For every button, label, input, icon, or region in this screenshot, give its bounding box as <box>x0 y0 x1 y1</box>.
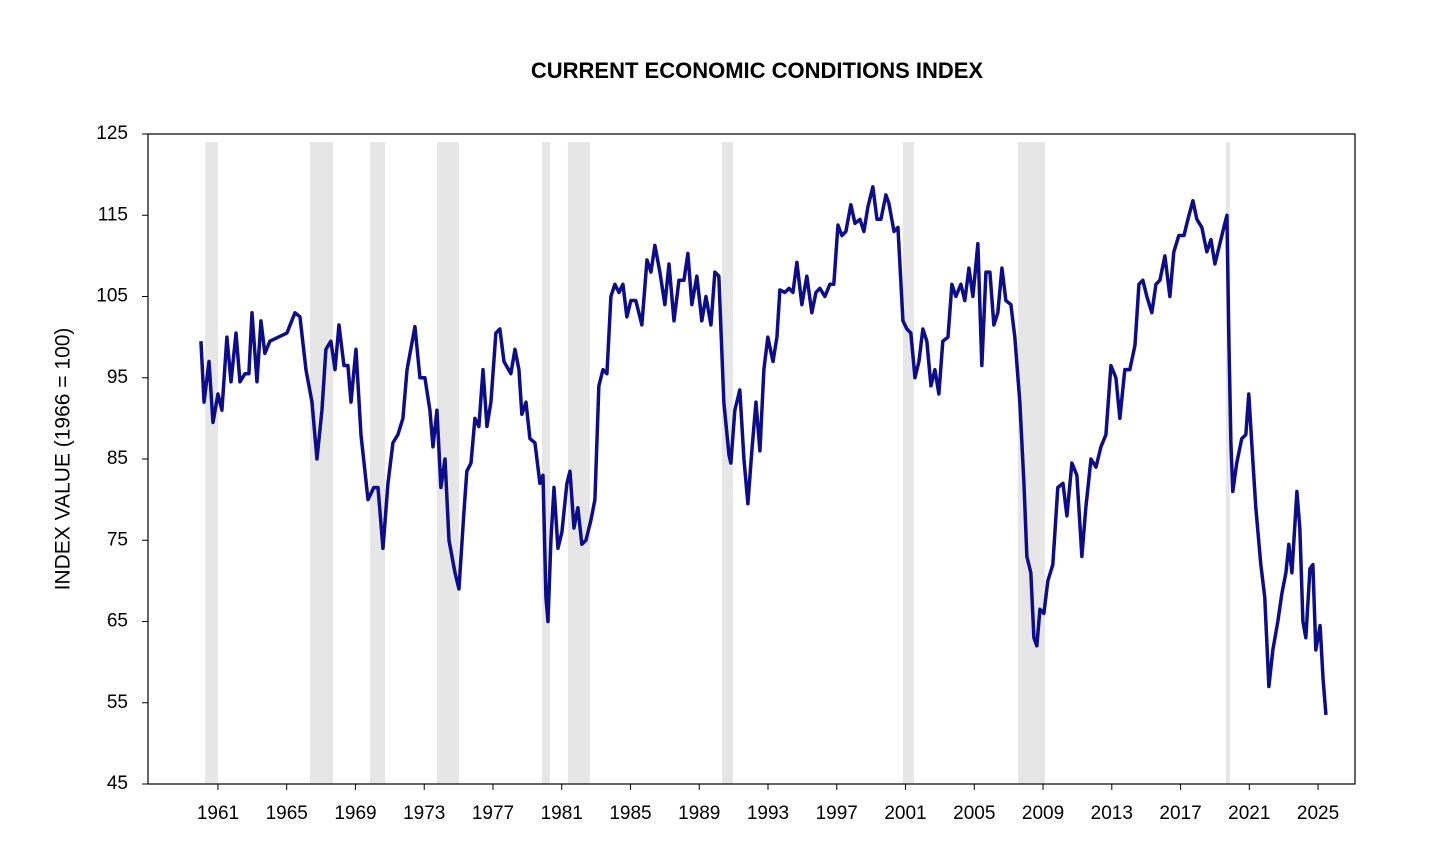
y-tick-label: 125 <box>96 123 128 144</box>
y-tick-label: 115 <box>98 204 128 225</box>
y-tick-label: 45 <box>107 773 128 794</box>
x-tick-label: 2021 <box>1228 803 1270 824</box>
recession-band <box>541 142 551 784</box>
x-tick-label: 2025 <box>1297 803 1339 824</box>
recession-band <box>567 142 590 784</box>
recession-band <box>309 142 333 784</box>
chart-title: CURRENT ECONOMIC CONDITIONS INDEX <box>531 58 984 83</box>
x-tick-label: 2017 <box>1159 803 1201 824</box>
x-tick-label: 1961 <box>197 803 239 824</box>
recession-band <box>721 142 733 784</box>
recession-band <box>1225 142 1230 784</box>
y-axis-label: INDEX VALUE (1966 = 100) <box>52 328 75 591</box>
y-tick-label: 105 <box>96 286 128 307</box>
x-tick-label: 1969 <box>334 803 376 824</box>
y-tick-label: 75 <box>107 529 128 550</box>
x-tick-label: 1977 <box>472 803 514 824</box>
recession-band <box>902 142 914 784</box>
x-tick-label: 2005 <box>953 803 995 824</box>
y-tick-label: 55 <box>107 692 128 713</box>
y-tick-label: 65 <box>107 611 128 632</box>
x-tick-label: 1989 <box>678 803 720 824</box>
x-tick-label: 1997 <box>816 803 858 824</box>
recession-band <box>369 142 386 784</box>
x-tick-label: 2009 <box>1022 803 1064 824</box>
recession-band <box>436 142 459 784</box>
y-tick-label: 85 <box>107 448 128 469</box>
x-tick-label: 2001 <box>884 803 926 824</box>
x-tick-label: 1993 <box>747 803 789 824</box>
x-tick-label: 1985 <box>609 803 651 824</box>
index-line <box>199 185 1328 716</box>
x-tick-label: 1973 <box>403 803 445 824</box>
x-tick-label: 1981 <box>541 803 583 824</box>
y-tick-label: 95 <box>107 367 128 388</box>
recession-band <box>205 142 218 784</box>
x-tick-label: 1965 <box>266 803 308 824</box>
x-tick-label: 2013 <box>1091 803 1133 824</box>
